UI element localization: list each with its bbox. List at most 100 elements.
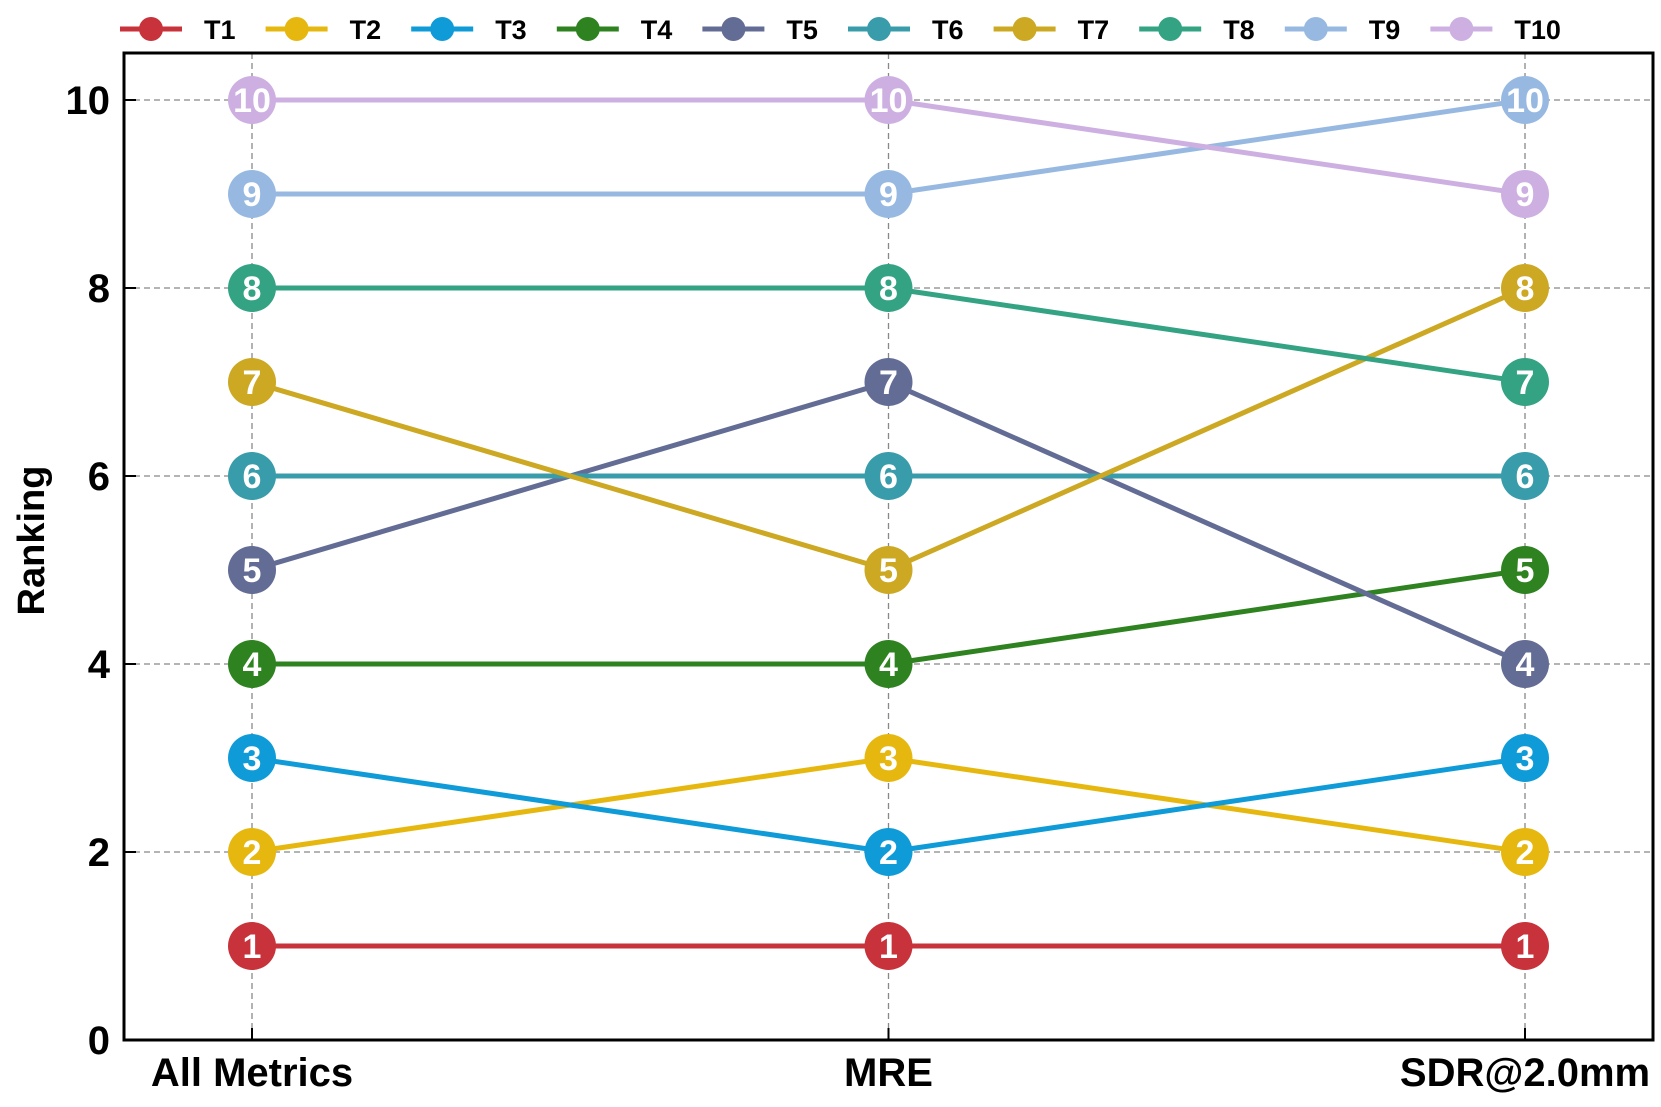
legend-item-T8: T8 [1139, 15, 1255, 45]
data-point-T3 [1501, 734, 1549, 782]
data-label-T3: 2 [879, 834, 898, 872]
legend-label: T7 [1078, 15, 1110, 45]
data-point-T2 [228, 828, 276, 876]
data-point-T10 [864, 76, 913, 124]
y-tick-label: 4 [88, 643, 111, 687]
data-point-T4 [228, 640, 276, 688]
x-tick-label: SDR@2.0mm [1400, 1051, 1650, 1095]
data-label-T5: 5 [243, 552, 262, 590]
series-T6: 6 6 6 [228, 452, 1549, 500]
series-T1: 1 1 1 [228, 922, 1549, 970]
data-point-T9 [1501, 76, 1549, 124]
data-label-T3: 3 [1516, 740, 1535, 778]
axes-layer: 0 2 4 6 8 10 All Metrics MRE SDR@2.0mm Ranking [11, 51, 1655, 1095]
data-point-T8 [1501, 358, 1549, 406]
legend-marker [1012, 17, 1037, 41]
legend-item-T4: T4 [556, 15, 673, 45]
data-point-T5 [1501, 640, 1549, 688]
data-label-T9: 9 [243, 176, 262, 214]
data-label-T6: 6 [1516, 458, 1535, 496]
data-label-T6: 6 [243, 458, 262, 496]
legend-marker [575, 17, 600, 41]
data-label-T10: 9 [1516, 176, 1535, 214]
data-point-T1 [864, 922, 913, 970]
legend-label: T6 [932, 15, 964, 45]
y-tick-label: 10 [66, 79, 111, 123]
data-point-T3 [228, 734, 276, 782]
plot-frame [122, 51, 1655, 1042]
series-T5: 5 7 4 [228, 358, 1549, 688]
legend-item-T7: T7 [993, 15, 1110, 45]
series-layer: 1 1 1 2 3 2 3 2 3 4 4 5 5 7 4 6 6 6 7 5 8 8 8 7 9 9 10 10 10 9 [228, 76, 1549, 970]
legend: T1 T2 T3 T4 T5 T6 T7 T8 T9 T10 [120, 15, 1561, 45]
x-tick-label: MRE [844, 1051, 933, 1095]
legend-label: T5 [786, 15, 818, 45]
legend-label: T8 [1223, 15, 1255, 45]
data-label-T9: 9 [879, 176, 898, 214]
legend-item-T3: T3 [411, 15, 527, 45]
series-T2: 2 3 2 [228, 734, 1549, 876]
data-point-T1 [228, 922, 276, 970]
data-label-T1: 1 [879, 928, 898, 966]
data-label-T7: 8 [1516, 270, 1535, 308]
data-label-T6: 6 [879, 458, 898, 496]
legend-marker [139, 17, 163, 41]
legend-item-T9: T9 [1284, 15, 1401, 45]
data-point-T9 [864, 170, 913, 218]
data-point-T10 [228, 76, 276, 124]
series-T7: 7 5 8 [228, 264, 1549, 594]
data-point-T7 [1501, 264, 1549, 312]
data-label-T2: 2 [243, 834, 262, 872]
legend-label: T9 [1369, 15, 1401, 45]
data-label-T4: 4 [243, 646, 262, 684]
legend-item-T10: T10 [1430, 15, 1561, 45]
legend-item-T5: T5 [702, 15, 818, 45]
data-point-T10 [1501, 170, 1549, 218]
data-point-T6 [228, 452, 276, 500]
y-tick-label: 8 [88, 267, 110, 311]
legend-item-T2: T2 [265, 15, 381, 45]
legend-marker [1158, 17, 1183, 41]
x-tick-label: All Metrics [151, 1051, 353, 1095]
legend-marker [721, 17, 746, 41]
legend-label: T10 [1514, 15, 1561, 45]
y-tick-label: 0 [88, 1019, 110, 1063]
data-label-T4: 4 [879, 646, 898, 684]
series-T8: 8 8 7 [228, 264, 1549, 406]
data-point-T5 [228, 546, 276, 594]
data-label-T2: 3 [879, 740, 898, 778]
legend-marker [867, 17, 891, 41]
data-label-T10: 10 [233, 82, 271, 120]
legend-label: T1 [204, 15, 236, 45]
data-label-T8: 8 [243, 270, 262, 308]
data-point-T1 [1501, 922, 1549, 970]
legend-marker [1449, 17, 1474, 41]
data-label-T8: 8 [879, 270, 898, 308]
legend-label: T3 [495, 15, 527, 45]
data-label-T4: 5 [1516, 552, 1535, 590]
data-point-T4 [864, 640, 913, 688]
data-point-T7 [228, 358, 276, 406]
y-tick-label: 2 [88, 831, 110, 875]
legend-label: T4 [641, 15, 673, 45]
data-label-T7: 5 [879, 552, 898, 590]
data-label-T5: 7 [879, 364, 898, 402]
data-label-T5: 4 [1516, 646, 1535, 684]
data-point-T8 [864, 264, 913, 312]
series-T10: 10 10 9 [228, 76, 1549, 218]
data-point-T4 [1501, 546, 1549, 594]
series-T4: 4 4 5 [228, 546, 1549, 688]
legend-item-T1: T1 [120, 15, 236, 45]
data-label-T10: 10 [870, 82, 908, 120]
data-point-T6 [864, 452, 913, 500]
legend-marker [430, 17, 455, 41]
data-label-T2: 2 [1516, 834, 1535, 872]
series-T9: 9 9 10 [228, 76, 1549, 218]
series-T3: 3 2 3 [228, 734, 1549, 876]
data-label-T3: 3 [243, 740, 262, 778]
data-point-T9 [228, 170, 276, 218]
data-label-T8: 7 [1516, 364, 1535, 402]
data-point-T8 [228, 264, 276, 312]
